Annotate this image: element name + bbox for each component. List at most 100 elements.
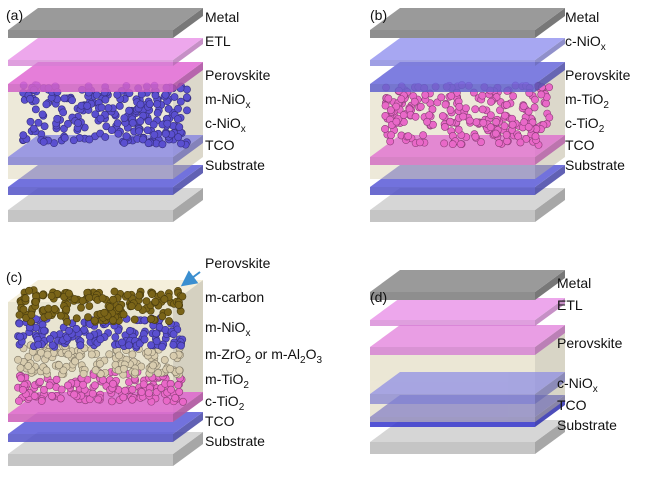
particle	[119, 364, 128, 373]
particle	[545, 113, 554, 122]
particle	[169, 352, 178, 360]
particle	[80, 325, 88, 334]
particle	[14, 355, 22, 364]
particle	[519, 102, 528, 111]
particle	[25, 286, 33, 295]
particle	[384, 94, 393, 103]
particle	[37, 348, 46, 357]
slab-top	[370, 38, 565, 60]
particle	[91, 366, 100, 375]
particle	[34, 340, 43, 349]
particles	[15, 286, 187, 326]
layer-label: c-TiO2	[565, 115, 605, 135]
particle	[31, 297, 40, 306]
particle	[441, 123, 449, 131]
slab	[370, 62, 565, 92]
panel-tag: (d)	[370, 289, 387, 305]
label-text: TCO	[205, 413, 235, 429]
particle	[149, 361, 158, 370]
label-text: Perovskite	[205, 67, 271, 83]
particle	[115, 304, 123, 312]
particle	[158, 312, 167, 321]
particle	[40, 122, 49, 131]
slab	[8, 62, 203, 92]
particle	[113, 90, 122, 99]
particle	[15, 319, 24, 328]
particle	[60, 94, 69, 103]
particle	[26, 117, 35, 126]
subscript: 2	[300, 355, 306, 366]
particle	[139, 135, 147, 144]
particle	[495, 139, 503, 147]
particle	[174, 104, 182, 113]
particle	[50, 304, 59, 313]
particle	[174, 133, 183, 142]
particle	[166, 364, 175, 373]
label-text: Perovskite	[557, 335, 623, 351]
particle	[135, 127, 143, 136]
particle	[19, 131, 28, 140]
particle	[114, 129, 123, 138]
particle	[31, 105, 40, 114]
layer-label: m-TiO2	[565, 91, 609, 111]
particle	[34, 118, 43, 127]
particle	[37, 397, 46, 405]
particle	[440, 139, 449, 148]
slab-top	[370, 325, 565, 347]
label-text: Metal	[565, 9, 599, 25]
particle	[53, 114, 62, 123]
subscript: x	[241, 124, 246, 135]
particle	[491, 129, 500, 138]
slab-front	[370, 187, 535, 195]
slab	[8, 38, 203, 66]
particle	[147, 315, 155, 323]
slab-side	[173, 165, 203, 195]
particle	[183, 93, 191, 102]
label-text: Perovskite	[205, 255, 271, 271]
particle	[98, 294, 107, 303]
label-text: ETL	[205, 33, 231, 49]
slab-side	[173, 392, 203, 422]
particle	[115, 102, 124, 110]
particle	[404, 132, 413, 141]
particle	[183, 106, 191, 115]
particle	[150, 130, 159, 139]
label-text: m-NiO	[205, 91, 246, 107]
label-text: Metal	[557, 275, 591, 291]
particle	[161, 90, 170, 99]
subscript: x	[245, 328, 250, 339]
particle	[96, 114, 105, 123]
particle	[65, 289, 73, 298]
particle	[459, 112, 468, 121]
label-text: m-TiO	[205, 371, 243, 387]
particle	[15, 397, 23, 405]
layer-label: Substrate	[557, 417, 617, 433]
slab-front	[370, 394, 535, 404]
particle	[75, 352, 84, 361]
subscript: x	[601, 42, 606, 53]
particle	[125, 341, 133, 350]
particle	[423, 117, 431, 126]
particle	[152, 329, 160, 338]
particle	[33, 353, 41, 362]
particle	[502, 100, 511, 109]
particle	[140, 335, 149, 344]
particle	[397, 95, 406, 103]
slab	[370, 325, 565, 355]
slab-side	[535, 372, 565, 404]
layer-label: TCO	[557, 397, 587, 413]
particle	[90, 316, 99, 325]
particle	[381, 101, 390, 110]
particle	[91, 381, 99, 390]
subscript: 2	[599, 124, 605, 135]
particle	[125, 326, 134, 335]
particle	[147, 341, 155, 350]
slab	[8, 8, 203, 38]
slab-front	[8, 210, 173, 222]
slab-side	[173, 412, 203, 442]
particle	[85, 135, 94, 144]
slab-front	[370, 30, 535, 38]
slab-top	[370, 8, 565, 30]
label-text: m-ZrO	[205, 346, 246, 362]
particle	[71, 357, 79, 366]
